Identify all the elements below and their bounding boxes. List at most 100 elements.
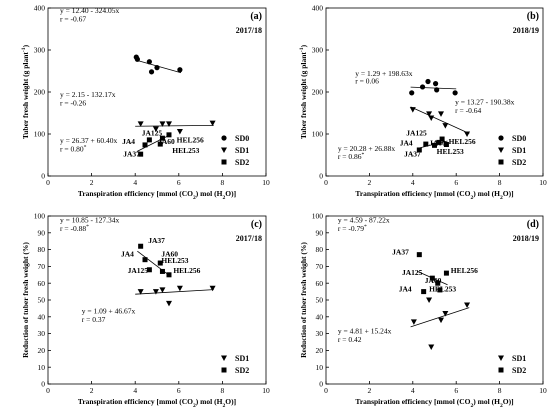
regression-annotation: y = 1.09 + 46.67x [82,306,136,315]
regression-annotation: r = 0.42 [338,335,362,344]
x-tick-label: 4 [411,386,415,395]
data-point-sd2 [142,142,148,148]
legend-label-sd0: SD0 [235,134,249,143]
x-tick-label: 10 [539,178,547,187]
season-label: 2018/19 [513,234,539,243]
x-tick-label: 6 [454,386,458,395]
y-tick-label: 200 [312,88,324,97]
data-point-sd0 [432,81,439,87]
legend-marker-sd2 [498,159,504,165]
legend-marker-sd1 [221,355,227,361]
y-tick-label: 100 [34,212,46,221]
genotype-label: JA4 [400,138,413,147]
legend-marker-sd2 [498,367,504,373]
genotype-label: HEL253 [437,147,464,156]
data-point-sd0 [425,78,431,85]
data-point-sd1 [409,107,416,113]
y-axis-label: Tuber fresh weight (g plant-1) [21,44,30,139]
data-point-sd2 [166,132,172,138]
data-point-sd1 [442,123,449,129]
data-point-sd0 [409,90,415,96]
data-point-sd0 [419,84,426,90]
genotype-label: JA37 [404,150,421,159]
y-tick-label: 10 [38,363,46,372]
legend-label-sd2: SD2 [235,158,249,167]
data-point-sd2 [423,141,429,147]
legend-marker-sd0 [498,135,504,141]
genotype-label: HEL256 [449,137,476,146]
genotype-label: JA60 [429,138,446,147]
genotype-label: JA125 [406,129,427,138]
legend-label-sd2: SD2 [512,158,526,167]
data-point-sd1 [159,287,166,293]
data-point-sd2 [437,287,443,293]
y-tick-label: 100 [312,130,324,139]
x-tick-label: 0 [324,386,328,395]
y-tick-label: 90 [38,228,46,237]
legend-marker-sd1 [498,355,504,361]
x-tick-label: 10 [262,386,270,395]
data-point-sd0 [452,90,458,96]
x-tick-label: 0 [46,178,50,187]
panel-label: (b) [527,11,539,22]
y-tick-label: 10 [316,363,324,372]
regression-annotation: r = 0.37 [82,315,106,324]
data-point-sd0 [146,59,152,65]
genotype-label: HEL256 [173,266,200,275]
y-tick-label: 50 [316,296,324,305]
x-tick-label: 2 [368,178,372,187]
x-axis-label: Transpiration efficiency [mmol (CO2) mol… [355,397,513,409]
y-tick-label: 300 [34,46,46,55]
regression-line-sd0 [410,86,457,90]
data-point-sd1 [410,319,417,325]
genotype-label: JA125 [142,128,163,137]
x-tick-label: 10 [539,386,547,395]
data-point-sd1 [438,317,445,324]
x-tick-label: 6 [177,386,181,395]
genotype-label: JA125 [402,268,423,277]
x-axis-label: Transpiration efficiency [mmol (CO2) mol… [78,397,236,409]
x-tick-label: 0 [46,386,50,395]
y-tick-label: 20 [316,346,324,355]
legend-label-sd1: SD1 [235,354,249,363]
y-tick-label: 400 [34,4,46,13]
chart-panel-2: 0 2 4 6 8 100102030405060708090100Transpirati… [21,212,270,409]
x-tick-label: 8 [498,386,502,395]
x-tick-label: 10 [262,178,270,187]
data-point-sd2 [432,142,437,148]
data-point-sd0 [148,69,155,75]
regression-annotation: r = -0.64 [455,106,481,115]
regression-annotation: r = -0.26 [60,98,86,107]
genotype-label: JA4 [122,137,135,146]
y-tick-label: 30 [38,329,46,338]
data-point-sd1 [159,121,166,127]
genotype-label: HEL253 [172,146,199,155]
data-point-sd1 [442,310,449,317]
data-point-sd1 [428,344,435,351]
data-point-sd2 [157,141,163,147]
panel-label: (c) [251,219,262,230]
data-point-sd2 [138,243,144,249]
data-point-sd2 [159,135,165,141]
y-tick-label: 40 [38,312,46,321]
y-tick-label: 100 [34,130,46,139]
regression-annotation: y = 10.85 - 127.34x [60,216,119,225]
data-point-sd1 [152,126,159,132]
regression-annotation: r = -0.67 [60,14,86,23]
regression-line-sd1 [410,106,470,134]
x-tick-label: 2 [90,178,94,187]
x-axis-label: Transpiration efficiency [mmol (CO2) mol… [355,189,513,201]
genotype-label: HEL256 [451,266,478,275]
data-point-sd1 [464,131,471,137]
genotype-label: JA37 [123,150,140,159]
y-tick-label: 0 [41,172,45,181]
data-point-sd1 [176,128,183,135]
data-point-sd2 [443,142,449,147]
legend-label-sd2: SD2 [512,366,526,375]
regression-annotation: y = 1.29 + 198.63x [355,69,412,78]
genotype-label: JA37 [392,248,409,257]
x-axis-label: Transpiration efficiency [mmol (CO2) mol… [78,189,236,201]
data-point-sd2 [142,257,148,263]
regression-annotation: y = 4.59 - 87.22x [338,216,390,225]
